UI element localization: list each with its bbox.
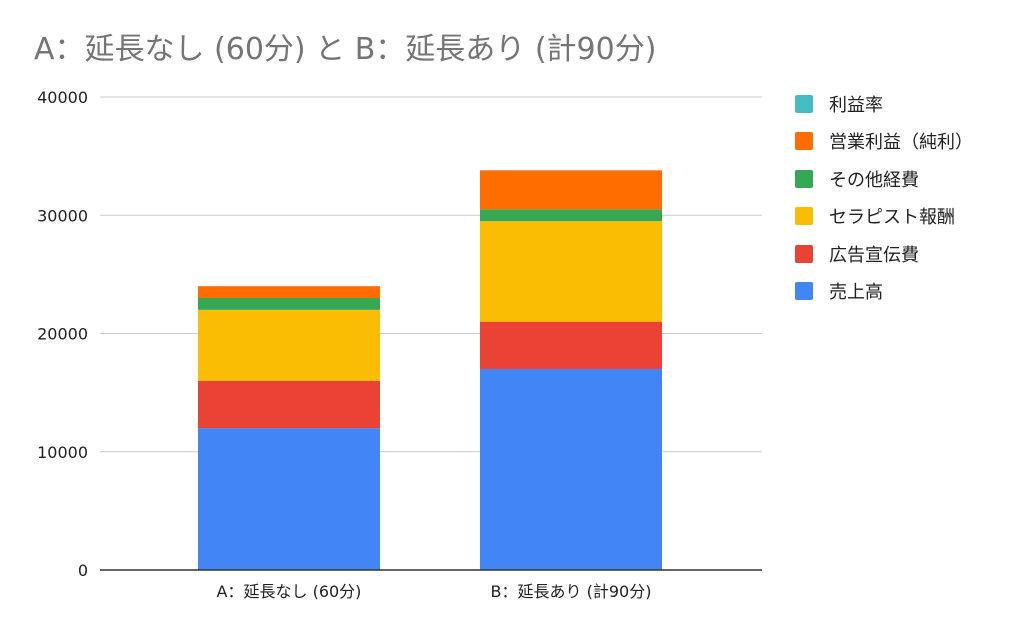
y-tick-label: 10000: [37, 443, 88, 462]
bar-segment: [198, 298, 380, 310]
legend-item: 広告宣伝費: [795, 235, 973, 273]
legend-item: セラピスト報酬: [795, 198, 973, 236]
y-tick-label: 0: [78, 561, 88, 580]
bar-segment: [480, 321, 662, 369]
chart-title: A：延長なし (60分) と B：延長あり (計90分): [34, 32, 657, 67]
legend-item: 利益率: [795, 85, 973, 123]
x-axis-ticks: A：延長なし (60分) B：延長あり (計90分): [217, 582, 652, 601]
legend-label: セラピスト報酬: [829, 207, 955, 229]
legend-label: 利益率: [829, 94, 883, 116]
bar-segment: [198, 286, 380, 299]
legend-label: その他経費: [829, 169, 919, 191]
legend-swatch: [795, 282, 813, 301]
legend-item: 営業利益（純利）: [795, 123, 973, 161]
legend-swatch: [795, 132, 813, 151]
legend-label: 売上高: [829, 282, 883, 304]
legend-label: 営業利益（純利）: [829, 132, 973, 154]
y-axis-ticks: 0 10000 20000 30000 40000: [37, 88, 88, 580]
legend-swatch: [795, 207, 813, 226]
bar-segment: [198, 309, 380, 381]
legend-item: 売上高: [795, 273, 973, 311]
bar-segment: [480, 221, 662, 322]
legend: 利益率営業利益（純利） その他経費セラピスト報酬 広告宣伝費売上高: [795, 85, 973, 310]
x-tick-label: B：延長あり (計90分): [491, 582, 652, 601]
y-tick-label: 30000: [37, 206, 88, 225]
x-tick-label: A：延長なし (60分): [217, 582, 362, 601]
legend-label: 広告宣伝費: [829, 244, 919, 266]
legend-swatch: [795, 94, 813, 113]
bars: [198, 170, 662, 570]
bar-segment: [480, 368, 662, 570]
y-tick-label: 20000: [37, 325, 88, 344]
bar-segment: [480, 170, 662, 210]
bar-segment: [480, 209, 662, 222]
bar-segment: [198, 380, 380, 429]
legend-swatch: [795, 244, 813, 263]
legend-swatch: [795, 169, 813, 188]
bar-segment: [198, 428, 380, 570]
y-tick-label: 40000: [37, 88, 88, 107]
legend-item: その他経費: [795, 160, 973, 198]
